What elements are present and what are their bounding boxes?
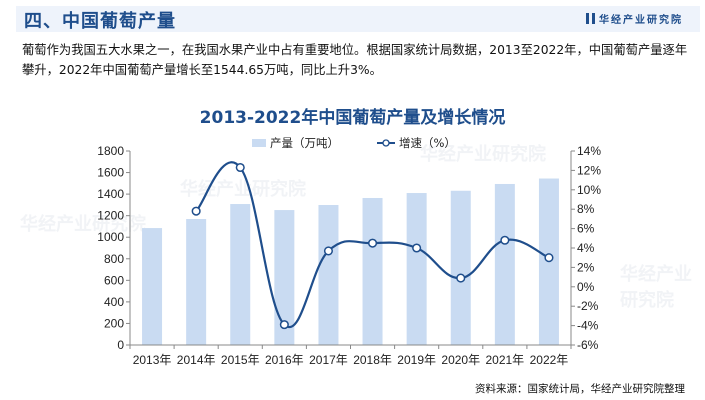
legend-item-growth: 增速（%） [377, 135, 456, 151]
bar [362, 197, 383, 345]
left-axis-tick: 1200 [97, 209, 124, 223]
right-axis-tick: 4% [577, 241, 595, 255]
bar [494, 183, 515, 345]
right-axis-tick: 10% [577, 183, 601, 197]
left-axis-tick: 600 [104, 273, 124, 287]
x-axis-label: 2020年 [441, 353, 480, 367]
left-axis-tick: 1000 [97, 230, 124, 244]
left-axis-tick: 400 [104, 295, 124, 309]
line-point [191, 206, 201, 216]
right-axis-tick: 2% [577, 260, 595, 274]
bar [274, 210, 295, 345]
right-axis-tick: -6% [577, 338, 599, 352]
x-axis-label: 2018年 [353, 353, 392, 367]
bar [142, 228, 163, 345]
right-axis-tick: 14% [577, 144, 601, 158]
x-axis-label: 2014年 [177, 353, 216, 367]
line-point [456, 273, 466, 283]
brand-mark-icon [586, 13, 595, 24]
line-point [412, 243, 422, 253]
legend-item-production: 产量（万吨） [252, 135, 339, 151]
legend-bar-swatch-icon [252, 139, 266, 147]
brand-logo: 华经产业研究院 [586, 11, 683, 26]
x-axis-label: 2015年 [221, 353, 260, 367]
brand-name: 华经产业研究院 [599, 15, 683, 26]
source-note: 资料来源：国家统计局，华经产业研究院整理 [475, 383, 685, 395]
bar [230, 204, 251, 345]
growth-line [195, 161, 550, 329]
bar [186, 219, 207, 345]
left-axis-tick: 1800 [97, 144, 124, 158]
axes: 0 200 400 600 800 1000 1200 1400 1600 1800 -6% -4% -… [97, 144, 601, 367]
bar [406, 193, 427, 345]
line-point [279, 320, 289, 330]
line-point [500, 235, 510, 245]
x-axis-label: 2017年 [309, 353, 348, 367]
left-axis-tick: 800 [104, 252, 124, 266]
x-axis-label: 2016年 [265, 353, 304, 367]
growth-points [191, 162, 554, 330]
x-axis-label: 2022年 [530, 353, 569, 367]
left-axis-tick: 200 [104, 316, 124, 330]
intro-paragraph: 葡萄作为我国五大水果之一，在我国水果产业中占有重要地位。根据国家统计局数据，20… [22, 43, 688, 77]
line-point [235, 162, 245, 173]
right-axis-tick: 12% [577, 163, 601, 177]
section-title: 四、中国葡萄产量 [24, 11, 176, 32]
left-axis-tick: 1600 [97, 166, 124, 180]
chart-title: 2013-2022年中国葡萄产量及增长情况 [199, 108, 506, 128]
x-axis-label: 2021年 [485, 353, 524, 367]
legend-label: 产量（万吨） [270, 136, 339, 150]
bar-series [142, 178, 559, 345]
left-axis-tick: 1400 [97, 187, 124, 201]
bar [318, 204, 339, 345]
bar [450, 190, 471, 345]
chart-legend: 产量（万吨） 增速（%） [252, 135, 456, 151]
right-axis-tick: -2% [577, 299, 599, 313]
line-point [544, 253, 554, 263]
line-point [368, 238, 378, 248]
legend-label: 增速（%） [399, 136, 456, 150]
x-axis-label: 2013年 [133, 353, 172, 367]
right-axis-tick: 6% [577, 222, 595, 236]
line-point [323, 246, 334, 256]
right-axis-tick: 8% [577, 202, 595, 216]
legend-line-marker-icon [377, 139, 395, 147]
x-axis-label: 2019年 [397, 353, 436, 367]
right-axis-tick: 0% [577, 280, 595, 294]
right-axis-tick: -4% [577, 319, 599, 333]
left-axis-tick: 0 [117, 338, 124, 352]
